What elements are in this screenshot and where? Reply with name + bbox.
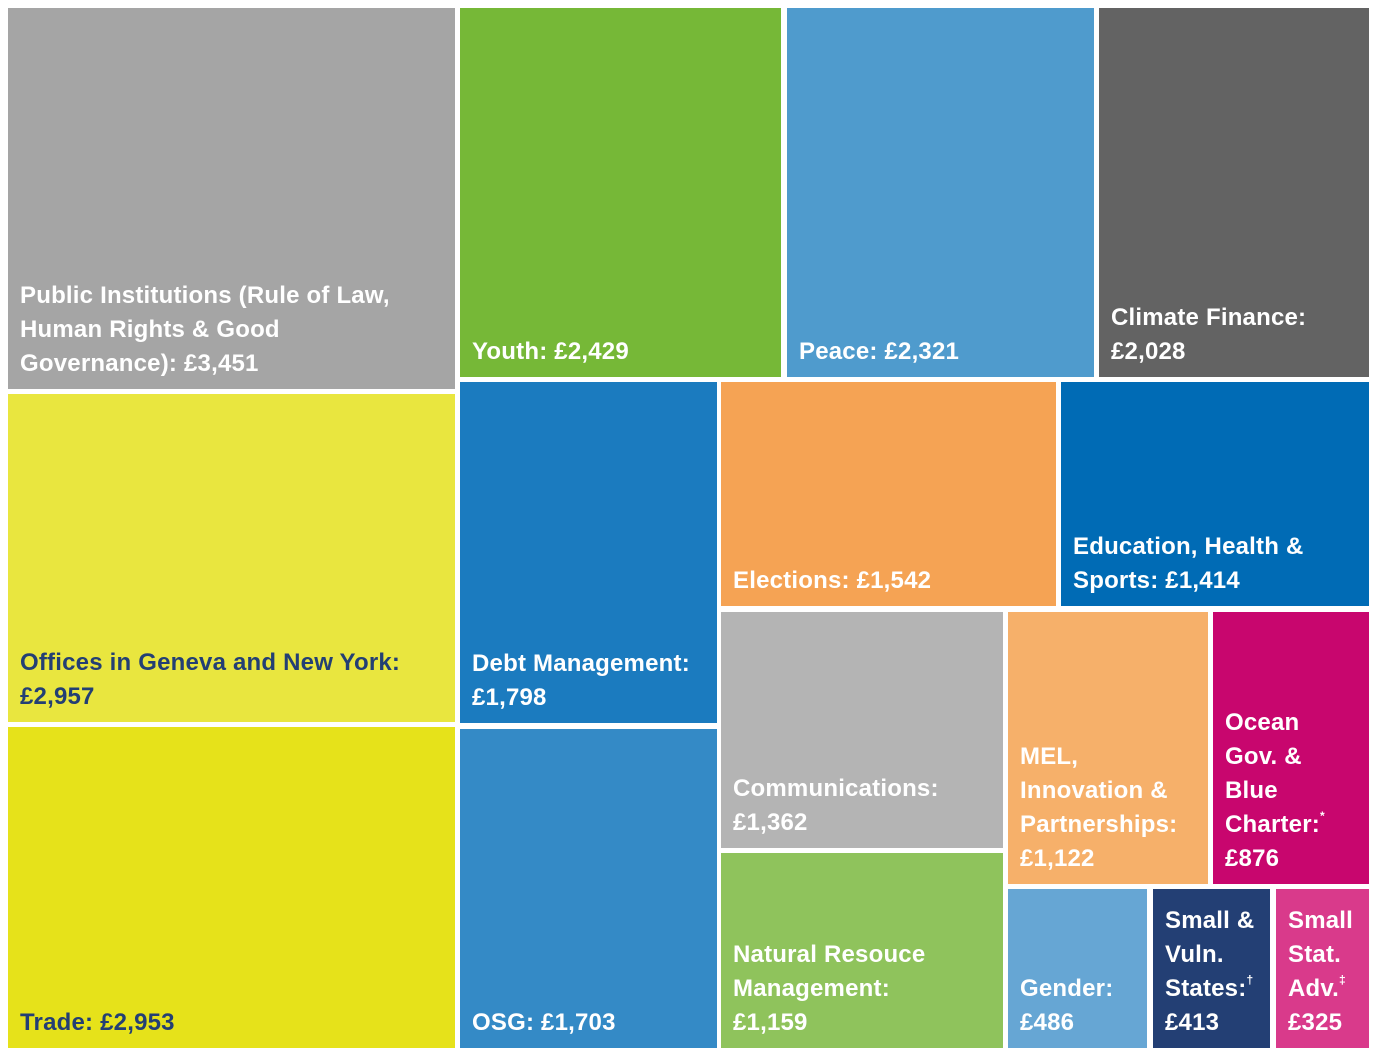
value-label: £1,414 [1165,567,1240,594]
category-label: Education, Health & Sports: [1073,533,1304,594]
tile: Education, Health & Sports: £1,414 [1061,382,1369,606]
category-label: Gender: [1020,975,1114,1002]
tile-label: Elections: £1,542 [733,564,931,598]
tile: MEL, Innovation & Partnerships: £1,122 [1008,612,1208,884]
category-label: Trade: [20,1009,94,1036]
tile: Debt Management: £1,798 [460,382,717,723]
value-label: £2,028 [1111,338,1186,365]
tile: Elections: £1,542 [721,382,1056,606]
tile: Peace: £2,321 [787,8,1094,377]
tile-label: Communications: £1,362 [733,772,993,840]
value-label: £1,362 [733,809,808,836]
tile: Trade: £2,953 [8,727,455,1048]
value-label: £1,122 [1020,845,1095,872]
tile-label: Ocean Gov. & Blue Charter:* £876 [1225,706,1355,876]
tile-label: Public Institutions (Rule of Law, Human … [20,279,420,381]
value-label: £3,451 [184,350,259,377]
tile-label: Offices in Geneva and New York: £2,957 [20,646,440,714]
value-label: £413 [1165,1009,1220,1036]
value-label: £1,542 [856,567,932,594]
tile: Public Institutions (Rule of Law, Human … [8,8,455,389]
category-label: Natural Resouce Management: [733,941,926,1002]
tile: Youth: £2,429 [460,8,781,377]
category-label: Small & Vuln. States: [1165,907,1255,1002]
footnote-mark: † [1246,973,1254,987]
category-label: Public Institutions (Rule of Law, Human … [20,282,390,377]
tile-label: Small & Vuln. States:† £413 [1165,904,1265,1040]
tile-label: Small Stat. Adv.‡ £325 [1288,904,1368,1040]
tile: Gender: £486 [1008,889,1147,1048]
tile-label: Youth: £2,429 [472,335,629,369]
category-label: Ocean Gov. & Blue Charter: [1225,709,1320,838]
value-label: £2,957 [20,683,95,710]
value-label: £486 [1020,1009,1075,1036]
value-label: £1,798 [472,684,547,711]
tile: Offices in Geneva and New York: £2,957 [8,394,455,722]
tile-label: OSG: £1,703 [472,1006,616,1040]
tile-label: Natural Resouce Management: £1,159 [733,938,963,1040]
footnote-mark: * [1319,809,1325,823]
category-label: Offices in Geneva and New York: [20,649,401,676]
tile-label: Trade: £2,953 [20,1006,175,1040]
tile-label: MEL, Innovation & Partnerships: £1,122 [1020,740,1200,876]
category-label: Youth: [472,338,548,365]
category-label: Small Stat. Adv. [1288,907,1354,1002]
tile-label: Debt Management: £1,798 [472,647,712,715]
tile-label: Gender: £486 [1020,972,1140,1040]
tile-label: Peace: £2,321 [799,335,959,369]
tile: Natural Resouce Management: £1,159 [721,853,1003,1048]
category-label: Communications: [733,775,939,802]
category-label: MEL, Innovation & Partnerships: [1020,743,1178,838]
category-label: Peace: [799,338,878,365]
tile-label: Education, Health & Sports: £1,414 [1073,530,1353,598]
tile: Communications: £1,362 [721,612,1003,848]
tile: Ocean Gov. & Blue Charter:* £876 [1213,612,1369,884]
value-label: £1,703 [541,1009,616,1036]
value-label: £2,953 [100,1009,175,1036]
value-label: £2,321 [884,338,960,365]
tile: Small & Vuln. States:† £413 [1153,889,1270,1048]
category-label: OSG: [472,1009,535,1036]
value-label: £325 [1288,1009,1343,1036]
category-label: Elections: [733,567,850,594]
category-label: Climate Finance: [1111,304,1307,331]
value-label: £876 [1225,845,1280,872]
tile: Small Stat. Adv.‡ £325 [1276,889,1369,1048]
category-label: Debt Management: [472,650,690,677]
tile: OSG: £1,703 [460,729,717,1048]
tile-label: Climate Finance: £2,028 [1111,301,1351,369]
value-label: £1,159 [733,1009,808,1036]
footnote-mark: ‡ [1339,973,1346,987]
value-label: £2,429 [554,338,629,365]
tile: Climate Finance: £2,028 [1099,8,1369,377]
